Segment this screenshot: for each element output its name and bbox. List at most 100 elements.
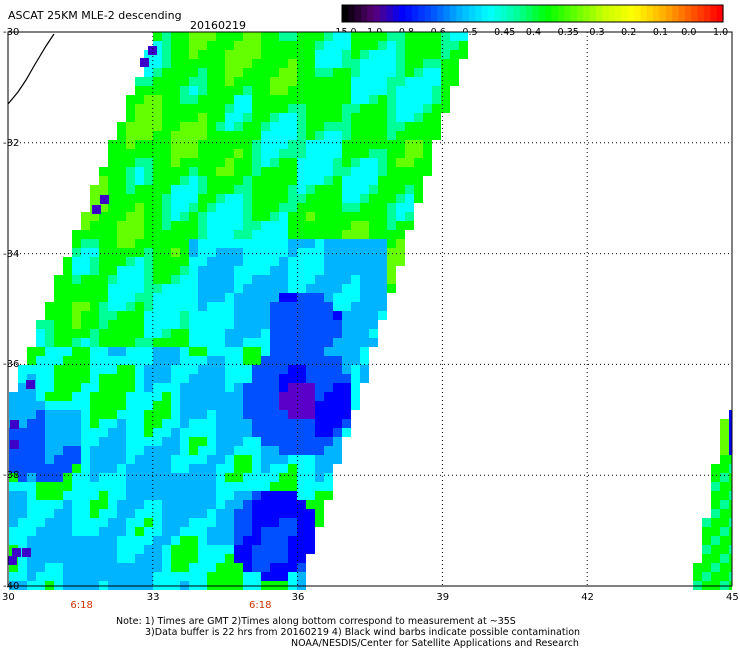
swath-cell bbox=[9, 491, 18, 500]
swath-cell bbox=[324, 212, 333, 221]
swath-cell bbox=[180, 464, 189, 473]
swath-cell bbox=[135, 257, 144, 266]
swath-cell bbox=[72, 284, 81, 293]
swath-cell bbox=[261, 104, 270, 113]
swath-cell bbox=[243, 572, 252, 581]
swath-cell bbox=[729, 410, 732, 419]
swath-cell bbox=[270, 230, 279, 239]
swath-cell bbox=[171, 356, 180, 365]
swath-cell bbox=[369, 212, 378, 221]
swath-cell bbox=[108, 500, 117, 509]
swath-cell bbox=[405, 167, 414, 176]
swath-cell bbox=[378, 113, 387, 122]
swath-cell bbox=[135, 392, 144, 401]
swath-cell bbox=[225, 50, 234, 59]
colorbar-segment bbox=[405, 5, 413, 22]
swath-cell bbox=[279, 518, 288, 527]
swath-cell bbox=[126, 446, 135, 455]
swath-cell bbox=[297, 500, 306, 509]
swath-cell bbox=[9, 572, 18, 581]
swath-cell bbox=[108, 158, 117, 167]
swath-cell bbox=[81, 509, 90, 518]
swath-cell bbox=[369, 95, 378, 104]
swath-cell bbox=[216, 68, 225, 77]
colorbar-segment bbox=[494, 5, 502, 22]
swath-cell bbox=[189, 95, 198, 104]
swath-cell bbox=[342, 266, 351, 275]
swath-cell bbox=[234, 473, 243, 482]
swath-cell bbox=[243, 131, 252, 140]
swath-cell bbox=[306, 113, 315, 122]
swath-cell bbox=[261, 59, 270, 68]
swath-cell bbox=[180, 509, 189, 518]
swath-cell bbox=[342, 410, 351, 419]
swath-cell bbox=[297, 473, 306, 482]
swath-cell bbox=[171, 176, 180, 185]
swath-cell bbox=[279, 203, 288, 212]
swath-cell bbox=[117, 122, 126, 131]
swath-cell bbox=[378, 203, 387, 212]
edge-cell bbox=[10, 420, 19, 429]
swath-cell bbox=[369, 329, 378, 338]
swath-cell bbox=[342, 230, 351, 239]
swath-cell bbox=[360, 149, 369, 158]
swath-cell bbox=[108, 356, 117, 365]
swath-cell bbox=[261, 221, 270, 230]
swath-cell bbox=[243, 401, 252, 410]
swath-cell bbox=[702, 536, 711, 545]
swath-cell bbox=[207, 302, 216, 311]
swath-cell bbox=[441, 32, 450, 41]
swath-cell bbox=[315, 329, 324, 338]
swath-cell bbox=[162, 473, 171, 482]
swath-cell bbox=[189, 563, 198, 572]
swath-cell bbox=[81, 212, 90, 221]
swath-cell bbox=[207, 257, 216, 266]
swath-cell bbox=[216, 365, 225, 374]
swath-cell bbox=[135, 572, 144, 581]
swath-cell bbox=[198, 32, 207, 41]
swath-cell bbox=[297, 131, 306, 140]
swath-cell bbox=[36, 410, 45, 419]
swath-cell bbox=[108, 482, 117, 491]
swath-cell bbox=[333, 302, 342, 311]
swath-cell bbox=[180, 482, 189, 491]
swath-cell bbox=[63, 374, 72, 383]
swath-cell bbox=[369, 158, 378, 167]
swath-cell bbox=[189, 140, 198, 149]
swath-cell bbox=[225, 176, 234, 185]
swath-cell bbox=[234, 41, 243, 50]
swath-cell bbox=[63, 329, 72, 338]
swath-cell bbox=[288, 491, 297, 500]
swath-cell bbox=[369, 68, 378, 77]
swath-cell bbox=[342, 293, 351, 302]
swath-cell bbox=[126, 464, 135, 473]
swath-cell bbox=[360, 302, 369, 311]
swath-cell bbox=[171, 329, 180, 338]
swath-cell bbox=[315, 59, 324, 68]
swath-cell bbox=[252, 104, 261, 113]
swath-cell bbox=[729, 428, 732, 437]
swath-cell bbox=[225, 527, 234, 536]
colorbar-segment bbox=[640, 5, 648, 22]
swath-cell bbox=[99, 500, 108, 509]
swath-cell bbox=[234, 536, 243, 545]
swath-cell bbox=[45, 410, 54, 419]
longitude-label: 42 bbox=[581, 592, 594, 603]
swath-cell bbox=[324, 194, 333, 203]
swath-cell bbox=[108, 284, 117, 293]
swath-cell bbox=[243, 410, 252, 419]
swath-cell bbox=[162, 302, 171, 311]
swath-cell bbox=[270, 68, 279, 77]
swath-cell bbox=[279, 68, 288, 77]
swath-cell bbox=[135, 509, 144, 518]
swath-cell bbox=[351, 167, 360, 176]
swath-cell bbox=[270, 95, 279, 104]
swath-cell bbox=[144, 239, 153, 248]
swath-cell bbox=[180, 401, 189, 410]
swath-cell bbox=[279, 212, 288, 221]
swath-cell bbox=[270, 266, 279, 275]
swath-cell bbox=[135, 275, 144, 284]
swath-cell bbox=[279, 41, 288, 50]
swath-cell bbox=[306, 473, 315, 482]
swath-cell bbox=[36, 572, 45, 581]
